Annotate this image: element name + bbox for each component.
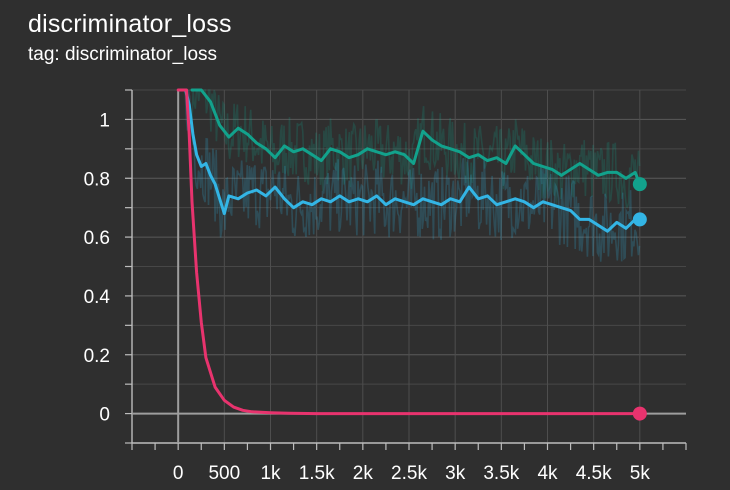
y-tick-label: 0.8: [84, 169, 110, 190]
x-tick-label: 0: [173, 463, 184, 484]
card-title: discriminator_loss: [28, 10, 232, 38]
x-tick-label: 1.5k: [299, 463, 335, 484]
series-end-marker-2: [632, 406, 647, 421]
y-tick-label: 0.6: [84, 228, 110, 249]
x-tick-label: 2k: [353, 463, 374, 484]
series-end-marker-0: [632, 177, 647, 192]
series-end-marker-1: [632, 212, 647, 227]
x-tick-label: 2.5k: [391, 463, 427, 484]
x-tick-label: 4k: [537, 463, 558, 484]
y-tick-label: 1: [99, 110, 110, 131]
raw-data-layer: [181, 89, 641, 262]
x-tick-label: 1k: [260, 463, 281, 484]
x-tick-label: 500: [208, 463, 240, 484]
x-tick-label: 4.5k: [576, 463, 612, 484]
x-tick-label: 3.5k: [483, 463, 519, 484]
y-tick-label: 0.2: [84, 346, 110, 367]
series-layer: [176, 88, 647, 421]
card-subtitle: tag: discriminator_loss: [28, 44, 218, 65]
series-line-0: [190, 88, 642, 186]
series-line-1: [180, 88, 642, 233]
raw-trace: [191, 89, 641, 208]
raw-trace: [181, 89, 641, 262]
series-line-2: [176, 88, 642, 416]
tick-label-layer: 0 0.2 0.4 0.6 0.8 1 0 500 1k 1.5k 2k 2.5k 3k 3.5k 4k 4.…: [84, 110, 651, 484]
x-tick-label: 3k: [445, 463, 466, 484]
y-tick-label: 0: [99, 405, 110, 426]
grid-layer: [132, 89, 686, 444]
y-tick-label: 0.4: [84, 287, 111, 308]
x-tick-label: 5k: [630, 463, 651, 484]
